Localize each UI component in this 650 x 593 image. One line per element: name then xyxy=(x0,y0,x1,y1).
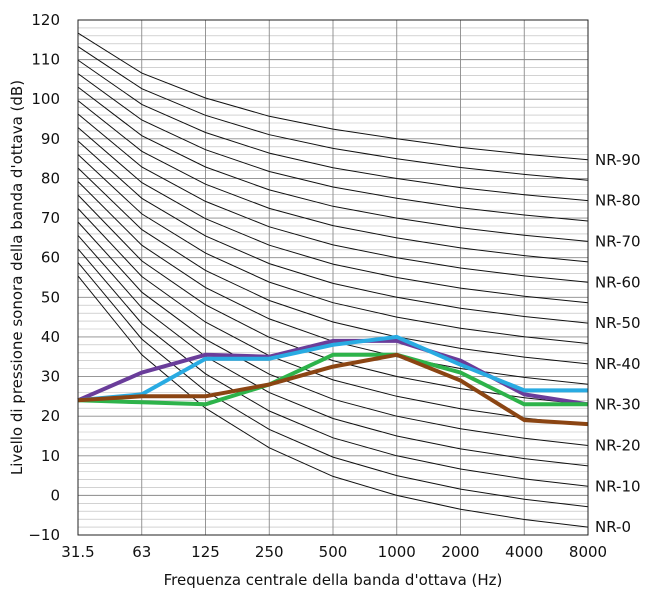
y-tick-label: 70 xyxy=(41,209,60,227)
x-tick-label: 63 xyxy=(132,543,151,561)
nr-curve xyxy=(77,154,589,344)
y-tick-label: 50 xyxy=(41,288,60,306)
x-axis-ticks: 31.5 63 125 250 500 1000 2000 4000 8000 xyxy=(61,543,607,561)
nr-curve xyxy=(77,46,589,181)
nr-curve xyxy=(77,113,589,283)
nr-label: NR-40 xyxy=(595,355,641,373)
major-gridlines xyxy=(77,19,589,536)
measured-series xyxy=(77,334,589,427)
y-tick-label: 120 xyxy=(31,11,60,29)
nr-label: NR-20 xyxy=(595,436,641,454)
nr-curve xyxy=(77,100,589,263)
nr-curve xyxy=(77,127,589,304)
y-tick-label: 30 xyxy=(41,368,60,386)
y-tick-label: 110 xyxy=(31,51,60,69)
nr-label: NR-60 xyxy=(595,273,641,291)
nr-curve xyxy=(77,221,589,446)
nr-label: NR-80 xyxy=(595,192,641,210)
y-tick-label: 0 xyxy=(50,486,60,504)
nr-label: NR-30 xyxy=(595,396,641,414)
x-tick-label: 500 xyxy=(319,543,348,561)
nr-curve xyxy=(77,167,589,365)
y-tick-label: 80 xyxy=(41,169,60,187)
x-tick-label: 31.5 xyxy=(61,543,94,561)
nr-curve xyxy=(77,73,589,222)
series-line-3 xyxy=(77,352,588,407)
nr-label: NR-70 xyxy=(595,232,641,250)
y-tick-label: 90 xyxy=(41,130,60,148)
x-tick-label: 8000 xyxy=(569,543,607,561)
nr-curve xyxy=(77,262,589,508)
y-axis-title: Livello di pressione sonora della banda … xyxy=(8,80,26,475)
x-tick-label: 2000 xyxy=(441,543,479,561)
nr-curve xyxy=(77,86,589,242)
y-axis-ticks: −10 0 10 20 30 40 50 60 70 80 90 100 110 120 xyxy=(28,11,60,544)
nr-reference-curves xyxy=(77,32,589,528)
y-tick-label: 40 xyxy=(41,328,60,346)
nr-curve xyxy=(77,235,589,467)
x-tick-label: 125 xyxy=(191,543,220,561)
x-tick-label: 4000 xyxy=(505,543,543,561)
nr-labels: NR-90 NR-80 NR-70 NR-60 NR-50 NR-40 NR-30 NR-20… xyxy=(595,151,641,536)
nr-curve xyxy=(77,275,589,528)
nr-label: NR-0 xyxy=(595,518,631,536)
nr-curve xyxy=(77,140,589,324)
nr-curve xyxy=(77,59,589,202)
nr-curve xyxy=(77,208,589,426)
y-tick-label: −10 xyxy=(28,526,60,544)
y-tick-label: 20 xyxy=(41,407,60,425)
nr-label: NR-90 xyxy=(595,151,641,169)
series-line-4 xyxy=(77,352,589,427)
nr-curve xyxy=(77,32,589,161)
nr-label: NR-10 xyxy=(595,477,641,495)
y-tick-label: 60 xyxy=(41,249,60,267)
y-tick-label: 10 xyxy=(41,447,60,465)
nr-label: NR-50 xyxy=(595,314,641,332)
x-tick-label: 250 xyxy=(255,543,284,561)
series-line-2 xyxy=(77,334,588,403)
y-tick-label: 100 xyxy=(31,90,60,108)
x-axis-title: Frequenza centrale della banda d'ottava … xyxy=(164,571,503,589)
x-tick-label: 1000 xyxy=(378,543,416,561)
plot-frame xyxy=(77,19,589,536)
nr-curve xyxy=(77,248,589,487)
